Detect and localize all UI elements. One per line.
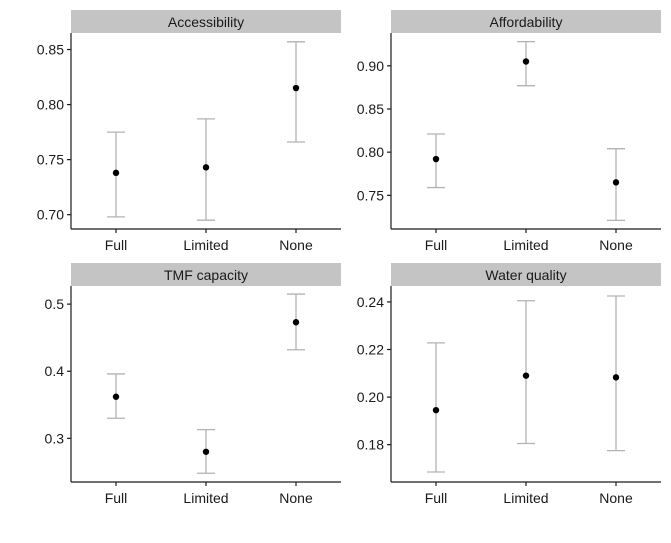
y-tick-label: 0.22 [357, 342, 384, 358]
y-tick-label: 0.85 [357, 101, 384, 117]
data-point [292, 319, 300, 326]
y-tick-label: 0.90 [357, 58, 384, 74]
strip-affordability [391, 10, 661, 33]
y-tick-label: 0.85 [37, 42, 64, 58]
panel-water-quality: Water quality 0.18 0.20 0.22 0.24 Full Limited… [357, 263, 661, 506]
x-tick-label: Full [425, 490, 448, 506]
panel-title: TMF capacity [164, 267, 248, 283]
data-point [202, 164, 210, 171]
y-tick-label: 0.5 [45, 296, 65, 312]
panel-tmf-capacity: TMF capacity 0.3 0.4 0.5 Full Limited None [45, 263, 341, 506]
x-tick-label: Limited [503, 490, 548, 506]
x-tick-label: Limited [183, 490, 228, 506]
data-point [612, 374, 620, 381]
x-tick-label: Full [425, 237, 448, 253]
strip-tmf-capacity [71, 263, 341, 286]
data-point [202, 448, 210, 455]
panel-title: Water quality [485, 267, 566, 283]
x-tick-label: None [599, 237, 633, 253]
y-tick-label: 0.80 [37, 97, 64, 113]
y-tick-label: 0.80 [357, 144, 384, 160]
y-tick-label: 0.18 [357, 437, 384, 453]
x-tick-label: None [599, 490, 633, 506]
data-point [432, 155, 440, 163]
data-point [292, 84, 300, 92]
panel-affordability: Affordability 0.75 0.80 0.85 0.90 Full Limited… [357, 10, 661, 253]
error-bar [517, 300, 535, 445]
strip-water-quality [391, 263, 661, 286]
panel-title: Accessibility [168, 14, 244, 30]
data-point [522, 58, 530, 65]
data-point [432, 406, 440, 414]
y-tick-label: 0.20 [357, 389, 384, 405]
data-point [112, 393, 120, 400]
y-tick-label: 0.4 [45, 363, 65, 379]
error-bar [607, 295, 625, 452]
data-point [612, 179, 620, 186]
y-tick-label: 0.3 [45, 430, 65, 446]
error-bar [287, 41, 305, 143]
x-tick-label: None [279, 237, 313, 253]
y-tick-label: 0.75 [357, 187, 384, 203]
x-tick-label: Full [105, 490, 128, 506]
data-point [522, 372, 530, 379]
y-tick-label: 0.70 [37, 207, 64, 223]
panel-accessibility: Accessibility 0.70 0.75 0.80 0.85 Full Limited… [37, 10, 341, 253]
x-tick-label: Full [105, 237, 128, 253]
strip-accessibility [71, 10, 341, 33]
data-point [112, 169, 120, 177]
y-tick-label: 0.75 [37, 152, 64, 168]
panel-title: Affordability [490, 14, 563, 30]
x-tick-label: Limited [503, 237, 548, 253]
y-tick-label: 0.24 [357, 294, 384, 310]
x-tick-label: Limited [183, 237, 228, 253]
x-tick-label: None [279, 490, 313, 506]
